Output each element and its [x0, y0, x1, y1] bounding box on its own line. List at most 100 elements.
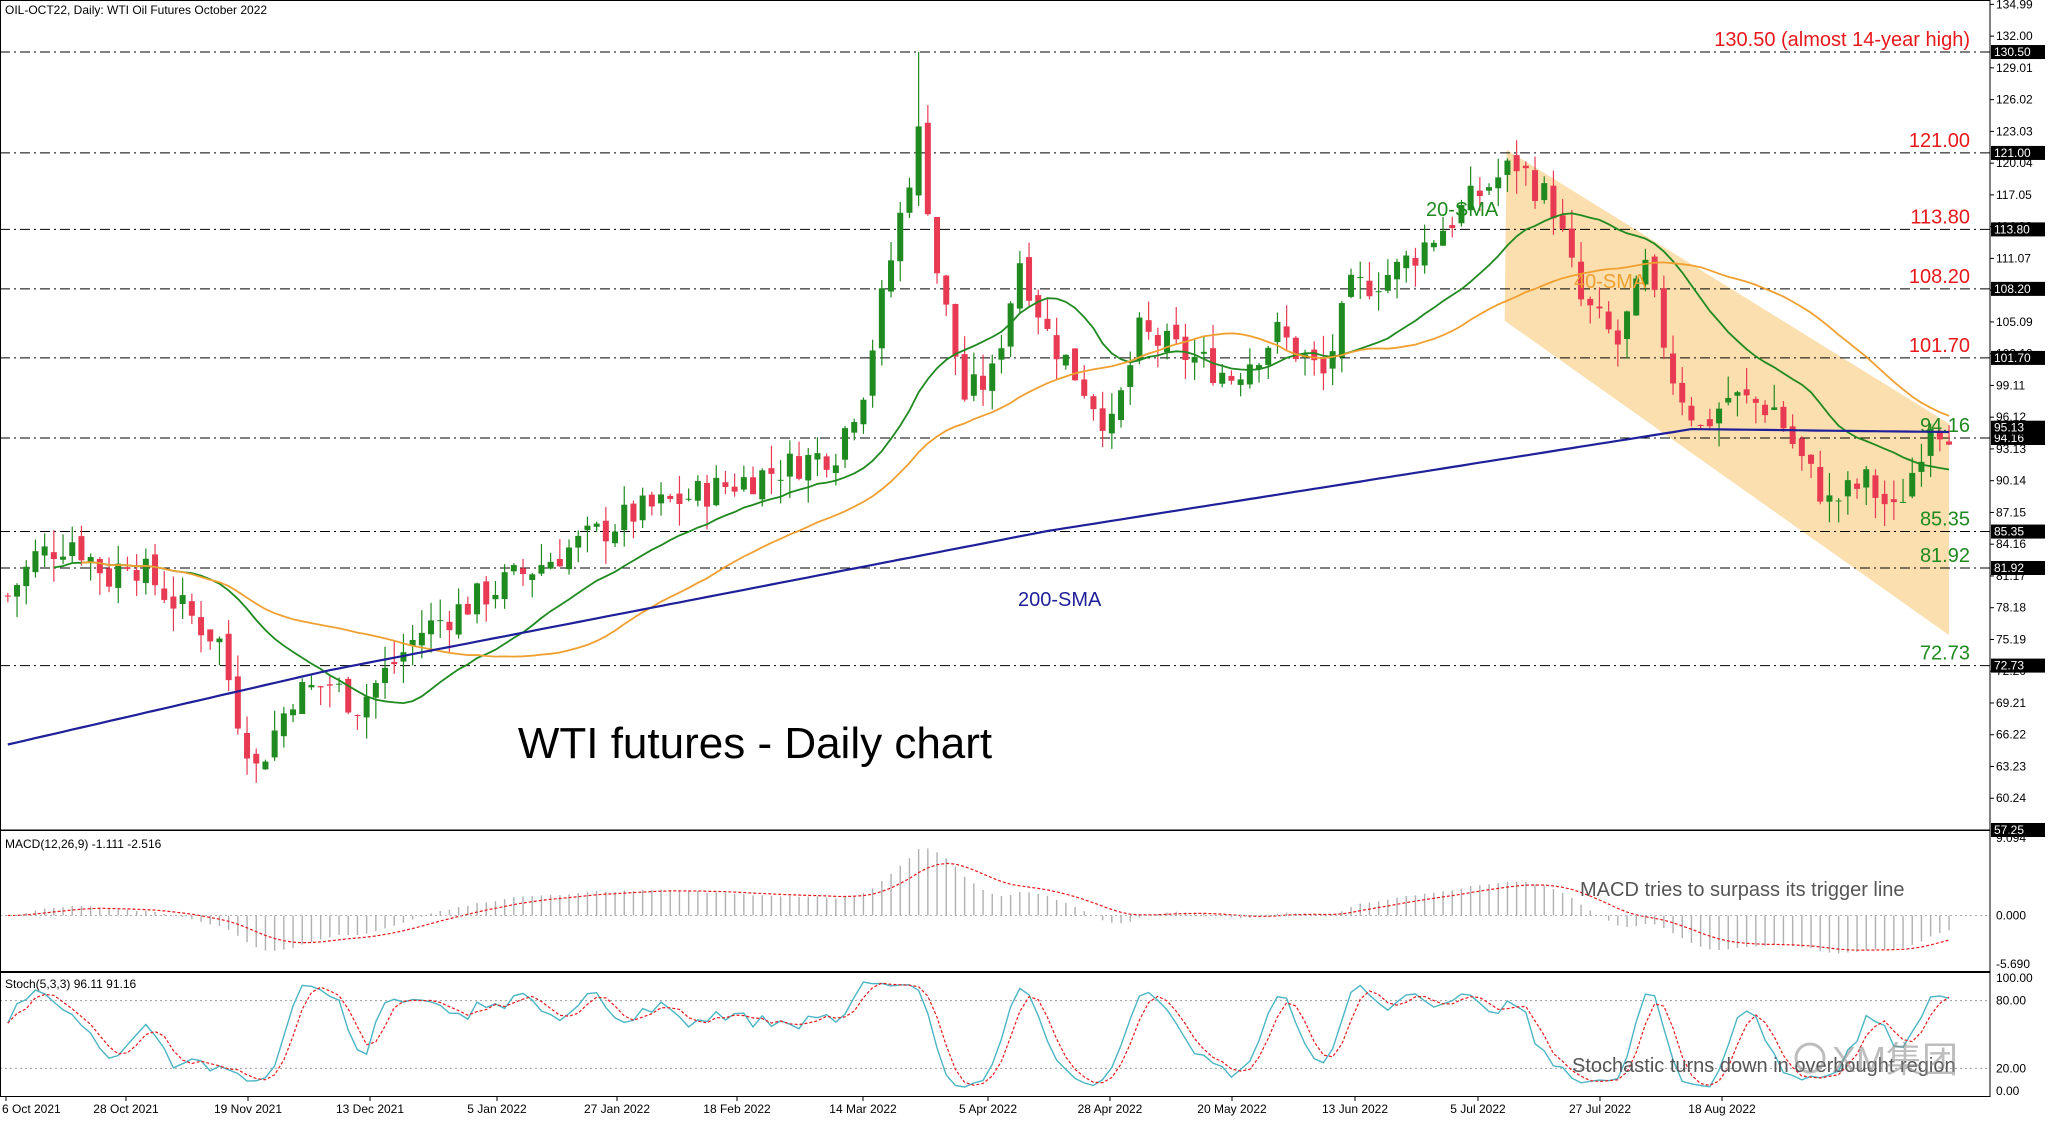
- candle-body: [1522, 165, 1529, 169]
- price-tick-label: 75.19: [1996, 632, 2026, 646]
- candle-body: [722, 482, 729, 487]
- candle-body: [510, 565, 517, 572]
- candle-body: [161, 588, 168, 600]
- candle-body: [1881, 493, 1888, 505]
- candle-body: [133, 570, 140, 581]
- price-tick-label: 126.02: [1996, 93, 2033, 107]
- candle-body: [60, 556, 67, 560]
- candle-body: [538, 565, 545, 574]
- candle-body: [354, 714, 361, 716]
- candle-body: [326, 684, 333, 686]
- candle-body: [777, 479, 784, 481]
- candle-body: [989, 363, 996, 391]
- candle-body: [602, 520, 609, 542]
- candle-body: [234, 676, 241, 729]
- candle-body: [4, 595, 11, 597]
- candle-body: [1366, 280, 1373, 297]
- stoch-tick-label: 100.00: [1996, 971, 2033, 985]
- candle-body: [713, 477, 720, 506]
- candle-body: [823, 456, 830, 470]
- candle-body: [1559, 215, 1566, 229]
- candle-body: [1246, 364, 1253, 385]
- price-tick-label: 134.99: [1996, 0, 2033, 11]
- candle-body: [1127, 365, 1134, 387]
- candle-body: [1844, 480, 1851, 497]
- candle-body: [1053, 335, 1060, 360]
- candle-body: [630, 503, 637, 522]
- date-tick-label: 27 Jul 2022: [1569, 1102, 1631, 1116]
- candle-body: [1614, 330, 1621, 345]
- xm-logo: XM集团: [1794, 1039, 1958, 1080]
- candle-body: [23, 566, 30, 587]
- descending-channel: [1504, 149, 1950, 636]
- candle-body: [759, 470, 766, 500]
- candle-body: [464, 603, 471, 615]
- watermark-text: XM集团: [1832, 1039, 1958, 1080]
- sma20-line: [53, 212, 1950, 705]
- candle-body: [244, 732, 251, 759]
- candle-body: [253, 753, 260, 764]
- candle-body: [372, 683, 379, 698]
- price-tick-label: 60.24: [1996, 791, 2026, 805]
- candle-body: [1688, 405, 1695, 421]
- candle-body: [501, 572, 508, 600]
- level-label-5: 94.16: [1920, 415, 1970, 437]
- candle-body: [363, 696, 370, 718]
- candle-body: [1154, 335, 1161, 346]
- candle-body: [437, 620, 444, 622]
- candle-body: [998, 348, 1005, 360]
- candle-body: [1946, 441, 1953, 445]
- candle-body: [1200, 351, 1207, 354]
- candle-body: [1164, 330, 1171, 353]
- price-tick-label: 69.21: [1996, 696, 2026, 710]
- candle-body: [446, 621, 453, 631]
- candle-body: [483, 581, 490, 605]
- candle-body: [869, 350, 876, 396]
- candle-body: [1026, 257, 1033, 301]
- date-tick-label: 18 Feb 2022: [703, 1102, 771, 1116]
- price-tick-label: 111.07: [1996, 251, 2031, 265]
- candle-body: [1035, 295, 1042, 318]
- date-tick-label: 20 May 2022: [1197, 1102, 1267, 1116]
- price-tick-label: 84.16: [1996, 537, 2026, 551]
- candle-body: [980, 375, 987, 390]
- candle-body: [409, 639, 416, 646]
- candle-body: [621, 504, 628, 531]
- stoch-tick-label: 0.00: [1996, 1084, 2020, 1098]
- candle-body: [1817, 466, 1824, 502]
- candle-body: [1660, 288, 1667, 348]
- candle-body: [1651, 256, 1658, 290]
- macd-tick-label: -5.690: [1996, 957, 2030, 971]
- candle-body: [1274, 321, 1281, 343]
- candle-body: [14, 585, 21, 597]
- candle-body: [842, 428, 849, 460]
- price-tick-label: 132.00: [1996, 29, 2033, 43]
- candle-body: [1568, 228, 1575, 258]
- candle-body: [1642, 259, 1649, 285]
- candle-body: [1927, 429, 1934, 456]
- candle-body: [455, 604, 462, 635]
- level-tag-3-bg: [1991, 281, 2045, 296]
- candle-body: [1789, 426, 1796, 445]
- candle-body: [106, 568, 113, 587]
- candle-body: [1384, 274, 1391, 291]
- candle-body: [1808, 454, 1815, 464]
- candle-body: [1780, 406, 1787, 429]
- sma200-label: 200-SMA: [1018, 589, 1102, 611]
- candle-body: [1449, 225, 1456, 229]
- candle-body: [1118, 390, 1125, 420]
- level-label-6: 85.35: [1920, 509, 1970, 531]
- current-price-tag-bg: [1991, 420, 2045, 435]
- candle-body: [1394, 261, 1401, 280]
- candle-body: [1108, 413, 1115, 434]
- candle-body: [860, 399, 867, 425]
- candle-body: [832, 465, 839, 473]
- candle-body: [924, 122, 931, 215]
- candle-body: [87, 557, 94, 563]
- candle-body: [888, 260, 895, 292]
- price-tick-label: 96.12: [1996, 410, 2026, 424]
- candle-body: [1237, 379, 1244, 385]
- candle-body: [96, 558, 103, 574]
- candle-body: [1210, 348, 1217, 383]
- candle-body: [943, 275, 950, 305]
